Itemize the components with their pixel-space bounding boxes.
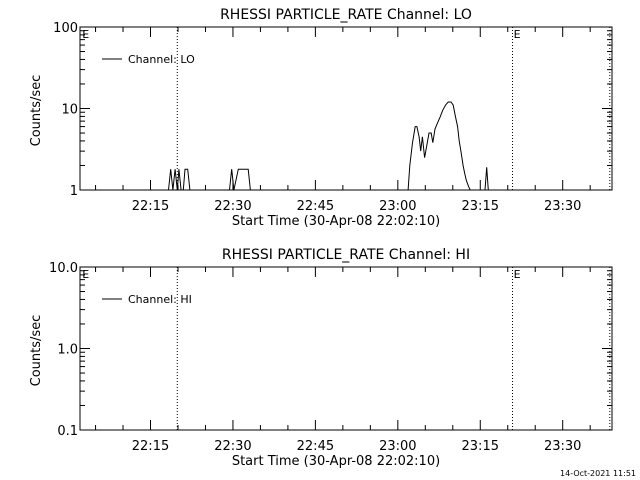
series-line <box>168 101 489 191</box>
y-tick-label: 0.1 <box>57 424 78 439</box>
event-marker-label: E <box>514 28 521 41</box>
x-tick-label: 23:15 <box>462 199 499 214</box>
x-tick-label: 23:15 <box>462 439 499 454</box>
y-tick-label: 1 <box>70 184 78 199</box>
x-tick-label: 22:30 <box>214 199 251 214</box>
y-tick-label: 10.0 <box>49 261 78 276</box>
x-tick-label: 22:45 <box>297 199 334 214</box>
legend-label: Channel: LO <box>128 53 195 66</box>
event-marker-label: E <box>82 268 89 281</box>
x-tick-label: 23:00 <box>379 439 416 454</box>
event-marker-label: E <box>82 28 89 41</box>
plot-frame <box>79 266 613 431</box>
x-tick-label: 23:00 <box>379 199 416 214</box>
chart-title: RHESSI PARTICLE_RATE Channel: LO <box>220 7 472 23</box>
event-marker-label: E <box>514 268 521 281</box>
x-tick-label: 23:30 <box>544 439 581 454</box>
y-axis-label: Counts/sec <box>29 315 44 387</box>
footer-timestamp: 14-Oct-2021 11:51 <box>560 469 636 478</box>
plot-frame <box>79 26 613 191</box>
panel-channel-lo: RHESSI PARTICLE_RATE Channel: LO 1 10 100 22… <box>29 7 613 229</box>
legend-label: Channel: HI <box>128 293 192 306</box>
panel-channel-hi: RHESSI PARTICLE_RATE Channel: HI 0.1 1.0 10… <box>29 247 613 469</box>
x-axis-label: Start Time (30-Apr-08 22:02:10) <box>232 214 440 229</box>
chart-title: RHESSI PARTICLE_RATE Channel: HI <box>222 247 470 263</box>
x-tick-label: 22:15 <box>132 439 169 454</box>
x-tick-label: 22:15 <box>132 199 169 214</box>
y-tick-label: 100 <box>53 21 78 36</box>
y-axis-label: Counts/sec <box>29 75 44 147</box>
x-tick-label: 22:45 <box>297 439 334 454</box>
y-tick-label: 1.0 <box>57 343 78 358</box>
y-tick-label: 10 <box>61 103 78 118</box>
x-tick-label: 23:30 <box>544 199 581 214</box>
x-axis-label: Start Time (30-Apr-08 22:02:10) <box>232 454 440 469</box>
x-tick-label: 22:30 <box>214 439 251 454</box>
